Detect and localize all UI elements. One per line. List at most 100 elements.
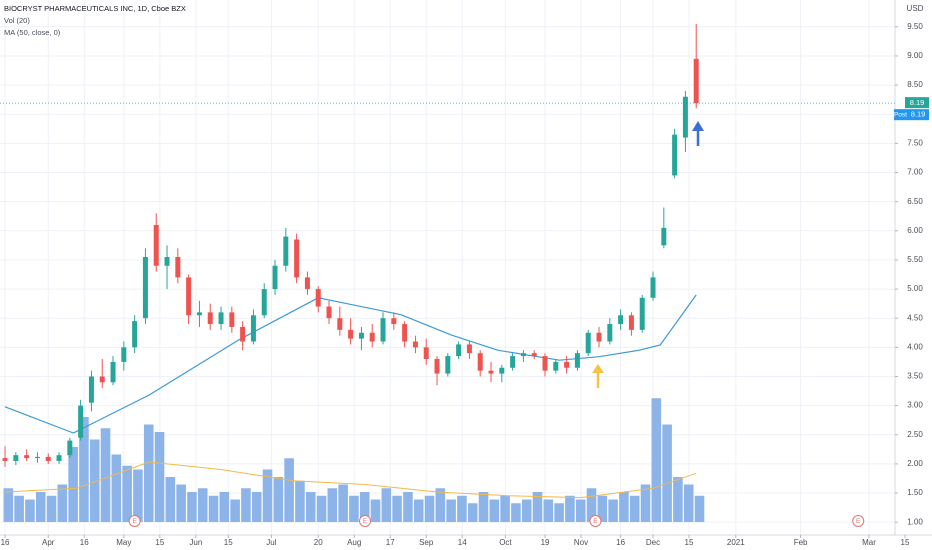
x-tick-label: 16 xyxy=(80,538,89,547)
candle-body xyxy=(207,312,213,325)
earnings-label: E xyxy=(856,518,861,525)
candle-body xyxy=(499,367,505,374)
x-tick-label: Jul xyxy=(266,538,276,547)
volume-ma-line xyxy=(4,461,697,499)
x-tick-label: Dec xyxy=(646,538,660,547)
x-tick-label: Feb xyxy=(794,538,808,547)
candle-body xyxy=(153,224,159,266)
y-tick-label: 8.50 xyxy=(907,80,923,89)
x-tick-label: 15 xyxy=(901,538,910,547)
post-price-label: 8.19 xyxy=(911,110,926,119)
volume-bar xyxy=(111,454,122,522)
candle-body xyxy=(261,289,267,316)
earnings-marker xyxy=(128,515,141,527)
candle-body xyxy=(672,134,678,176)
candles xyxy=(2,23,699,467)
candle-body xyxy=(142,257,148,319)
volume-bar xyxy=(316,495,327,522)
candle-body xyxy=(628,315,634,330)
candle-body xyxy=(240,326,246,342)
volume-bar xyxy=(489,499,500,522)
candle-body xyxy=(2,458,8,461)
volume-bar xyxy=(467,503,478,522)
indicator-label: Vol (20) xyxy=(4,16,30,25)
candle-body xyxy=(402,324,408,342)
volume-bar xyxy=(176,484,186,522)
candle-body xyxy=(456,344,462,357)
volume-bar xyxy=(694,495,705,522)
price-badge-label: 8.19 xyxy=(910,98,925,107)
x-tick-label: Mar xyxy=(862,538,876,547)
candle-body xyxy=(132,321,138,348)
candle-body xyxy=(369,332,375,342)
price-badge xyxy=(905,97,929,109)
volume-bar xyxy=(554,503,564,522)
volume-bar xyxy=(359,492,370,522)
y-tick-label: 6.00 xyxy=(907,226,923,235)
y-tick-label: 7.50 xyxy=(907,138,923,147)
earnings-marker xyxy=(589,515,602,527)
volume-bar xyxy=(284,458,294,522)
chart-title: BIOCRYST PHARMACEUTICALS INC, 1D, Cboe B… xyxy=(4,4,186,13)
post-badge-label: Post xyxy=(894,111,907,118)
x-tick-label: Oct xyxy=(499,538,512,547)
candle-body xyxy=(542,356,548,371)
volume-bar xyxy=(14,495,24,522)
y-tick-label: 4.00 xyxy=(907,342,923,351)
y-tick-label: 3.50 xyxy=(907,372,923,381)
volume-bar xyxy=(662,424,672,522)
volume-bar xyxy=(295,480,305,522)
candle-body xyxy=(564,361,570,368)
candle-body xyxy=(434,358,440,374)
candle-body xyxy=(45,456,51,461)
y-tick-label: 7.00 xyxy=(907,168,923,177)
volume-bar xyxy=(381,488,392,522)
candle-body xyxy=(661,227,667,246)
candle-body xyxy=(412,341,418,348)
volume-bar xyxy=(89,439,100,522)
y-tick-label: 5.50 xyxy=(907,255,923,264)
candle-body xyxy=(34,456,40,459)
candle-body xyxy=(445,356,451,374)
candle-body xyxy=(99,376,105,383)
volume-bar xyxy=(241,488,251,522)
volume-bar xyxy=(68,447,78,522)
candle-body xyxy=(693,58,699,104)
candle-body xyxy=(110,361,116,383)
volume-bar xyxy=(619,492,629,522)
candle-body xyxy=(380,318,386,342)
blue-arrow xyxy=(692,121,704,146)
candle-body xyxy=(650,277,656,298)
y-tick-label: 5.00 xyxy=(907,284,923,293)
axes: 1.00 1.50 2.00 2.50 3.00 3.50 4.00 4.50 5.00 5.50… xyxy=(0,22,929,547)
volume-bar xyxy=(133,469,143,522)
volume-bar xyxy=(251,492,262,522)
candle-body xyxy=(56,455,62,461)
candle-body xyxy=(358,332,364,339)
y-tick-label: 9.50 xyxy=(907,22,923,31)
candle-body xyxy=(391,318,397,325)
candle-body xyxy=(121,347,127,362)
volume-bar xyxy=(349,495,359,522)
candle-body xyxy=(24,455,30,459)
candle-body xyxy=(88,376,94,403)
candle-body xyxy=(175,257,181,278)
candle-body xyxy=(574,353,580,368)
y-tick-label: 1.50 xyxy=(907,488,923,497)
candle-body xyxy=(196,312,202,316)
volume-bar xyxy=(197,488,208,522)
volume-bar xyxy=(35,492,46,522)
candle-body xyxy=(164,257,170,266)
candle-body xyxy=(337,318,343,330)
x-tick-label: May xyxy=(116,538,131,547)
volume-bar xyxy=(370,499,381,522)
volume-bar xyxy=(46,495,57,522)
x-tick-label: 2021 xyxy=(727,538,745,547)
volume-bar xyxy=(327,488,338,522)
candle-body xyxy=(186,277,192,316)
candle-body xyxy=(488,370,494,374)
y-tick-label: 6.50 xyxy=(907,197,923,206)
volume-bar xyxy=(273,477,284,522)
